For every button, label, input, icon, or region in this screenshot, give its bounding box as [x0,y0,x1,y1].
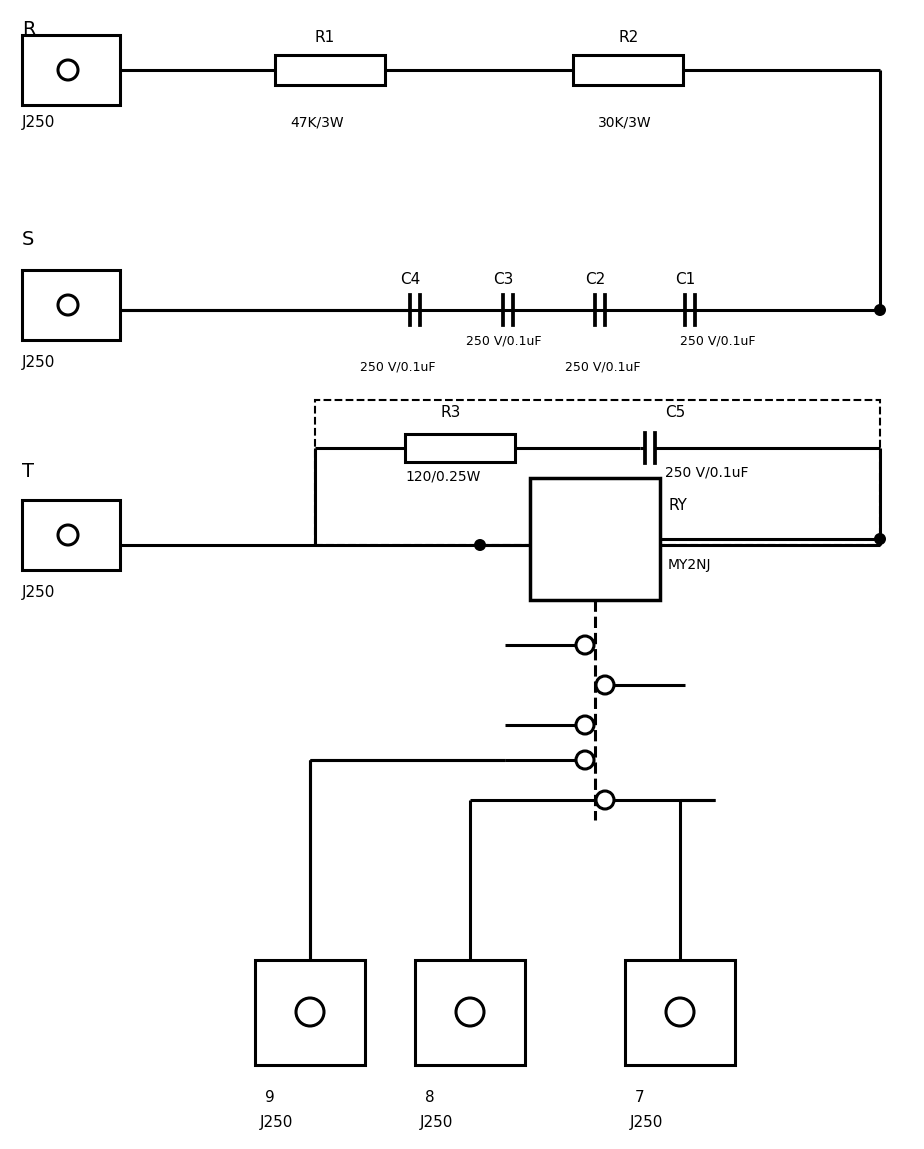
Circle shape [58,295,78,315]
Bar [530,478,660,600]
Circle shape [596,676,614,694]
Bar [625,961,735,1065]
Text: 250 V/0.1uF: 250 V/0.1uF [680,336,756,348]
Circle shape [576,716,594,734]
Text: R: R [22,20,35,39]
Text: R2: R2 [618,30,638,45]
Text: 120/0.25W: 120/0.25W [405,470,480,484]
Text: RY: RY [668,498,687,512]
Circle shape [474,539,486,552]
Text: 1: 1 [676,1011,684,1025]
Text: S: S [22,230,34,249]
Text: R1: R1 [315,30,335,45]
Circle shape [874,533,886,545]
Text: C3: C3 [493,272,514,287]
Text: 250 V/0.1uF: 250 V/0.1uF [466,336,541,348]
Text: 7: 7 [635,1090,645,1105]
Text: J250: J250 [260,1115,294,1129]
Text: 1: 1 [64,68,72,80]
Text: C1: C1 [675,272,695,287]
Bar [315,400,880,545]
Text: 1: 1 [64,532,72,546]
Text: C5: C5 [665,404,686,421]
Text: T: T [22,462,34,481]
Circle shape [456,998,484,1026]
Text: J250: J250 [22,115,55,130]
Text: 30K/3W: 30K/3W [598,115,651,129]
Text: J250: J250 [22,585,55,600]
Text: 1: 1 [466,1011,474,1025]
Bar [275,55,385,85]
Bar [405,434,515,462]
Circle shape [58,60,78,80]
Text: J250: J250 [420,1115,454,1129]
Text: 250 V/0.1uF: 250 V/0.1uF [665,465,748,479]
Bar [22,34,120,105]
Circle shape [296,998,324,1026]
Circle shape [576,637,594,654]
Circle shape [666,998,694,1026]
Circle shape [58,525,78,545]
Text: 250 V/0.1uF: 250 V/0.1uF [565,360,640,373]
Text: 8: 8 [425,1090,434,1105]
Text: 9: 9 [265,1090,274,1105]
Bar [22,500,120,570]
Circle shape [874,304,886,316]
Text: 250 V/0.1uF: 250 V/0.1uF [360,360,435,373]
Circle shape [576,751,594,769]
Bar [573,55,683,85]
Bar [22,270,120,340]
Text: J250: J250 [22,355,55,370]
Text: 47K/3W: 47K/3W [290,115,344,129]
Text: 1: 1 [64,302,72,316]
Text: J250: J250 [630,1115,663,1129]
Bar [415,961,525,1065]
Text: C2: C2 [585,272,605,287]
Bar [255,961,365,1065]
Text: MY2NJ: MY2NJ [668,558,711,572]
Text: C4: C4 [400,272,420,287]
Text: R3: R3 [440,404,460,421]
Text: 1: 1 [306,1011,314,1025]
Circle shape [596,791,614,809]
